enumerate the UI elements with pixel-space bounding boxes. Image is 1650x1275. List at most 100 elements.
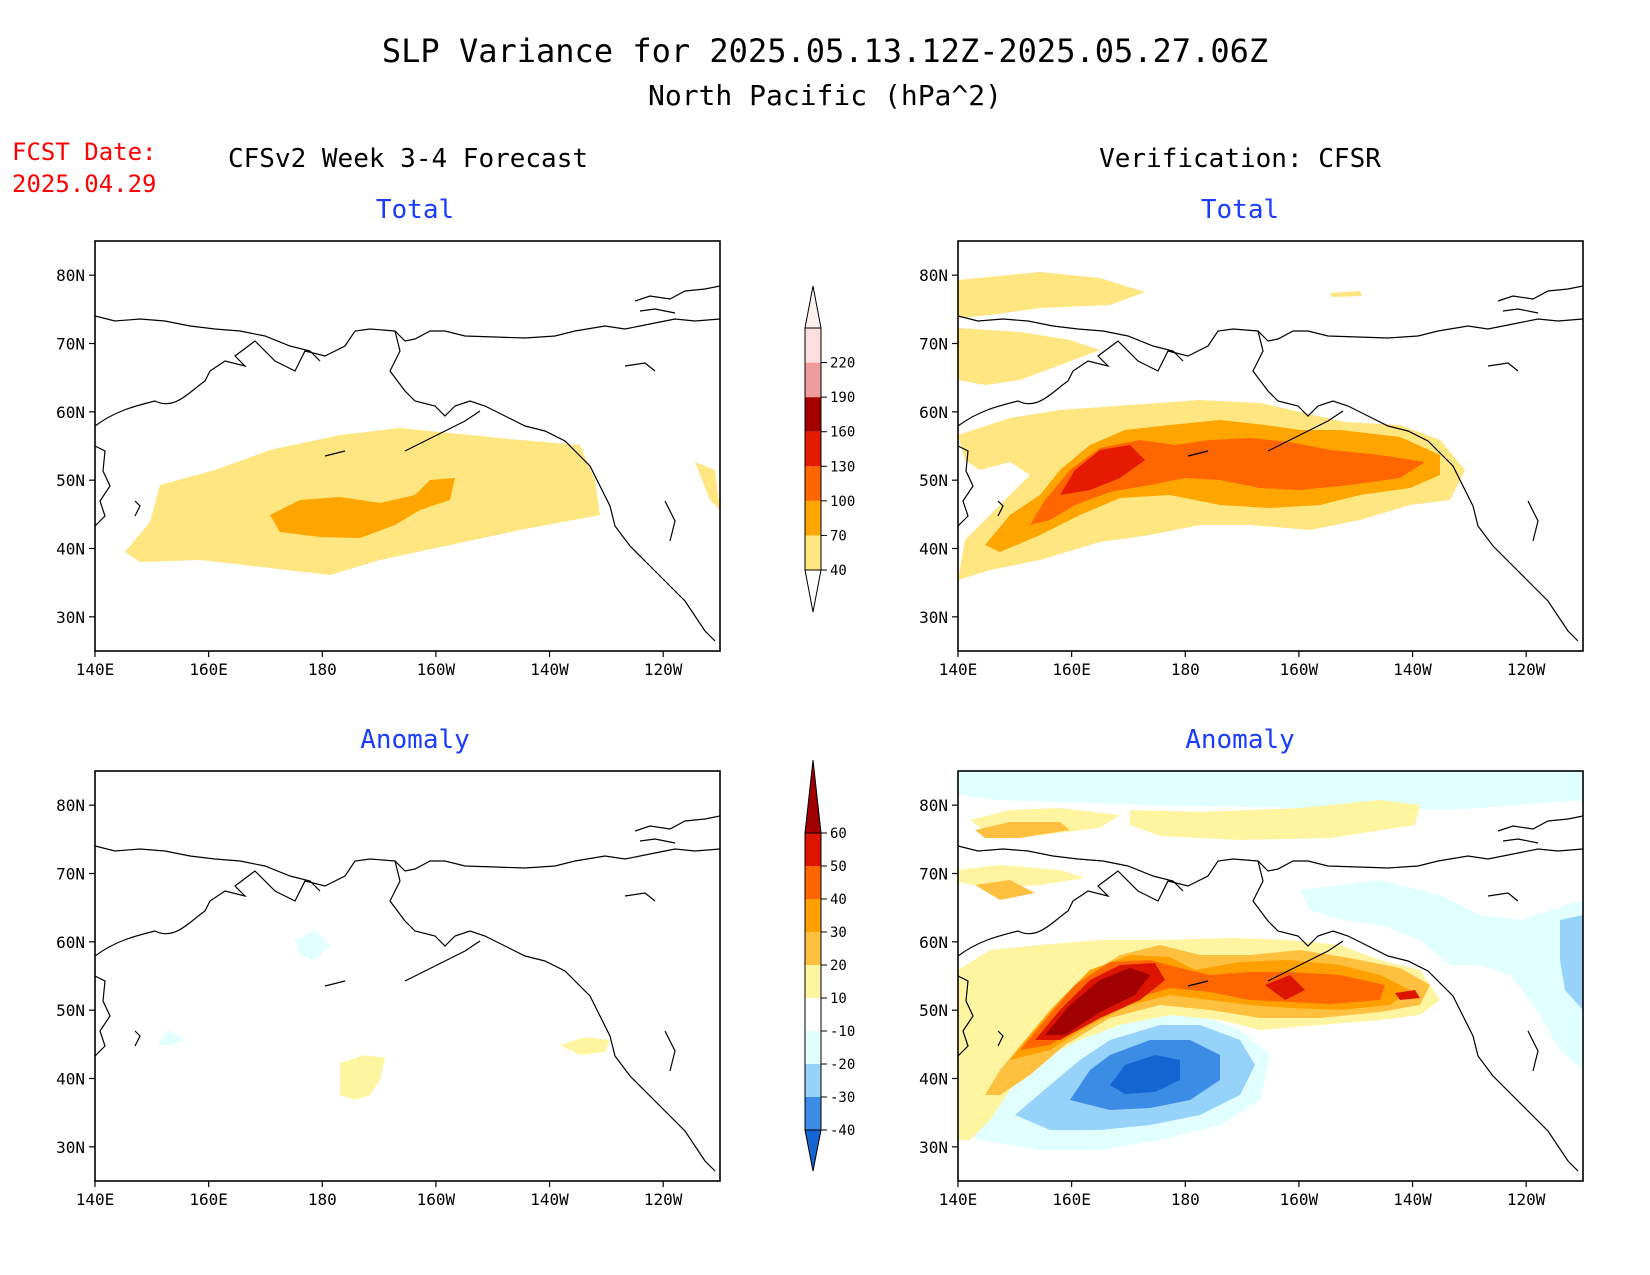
colorbar-anomaly: -40 -30 -20 -10 10 20 30 40 50 60 — [804, 759, 855, 1172]
contour-40 — [1330, 291, 1362, 297]
colorbar-total-label: 220 — [830, 356, 855, 372]
colorbar-anomaly-swatch — [805, 899, 821, 932]
lon-tick-label: 120W — [1507, 1190, 1546, 1209]
map-frame — [957, 240, 1584, 652]
lat-tick-label: 40N — [919, 540, 948, 559]
colorbar-total-label: 130 — [830, 459, 855, 475]
lat-tick-label: 40N — [56, 540, 85, 559]
map-frame — [94, 240, 721, 652]
lat-tick-label: 50N — [56, 1001, 85, 1020]
contour-40 — [958, 328, 1100, 385]
lat-tick-label: 50N — [56, 471, 85, 490]
colorbar-total-swatch — [805, 362, 821, 398]
lat-tick-label: 30N — [56, 1138, 85, 1157]
lat-tick-label: 70N — [56, 335, 85, 354]
contour-minus10 — [295, 930, 330, 960]
colorbar-anomaly-label: 50 — [830, 859, 847, 875]
contour-70 — [270, 478, 455, 538]
colorbar-anomaly-swatch — [805, 833, 821, 866]
lon-tick-label: 140W — [530, 1190, 569, 1209]
lon-tick-label: 180 — [308, 660, 337, 679]
lat-tick-label: 50N — [919, 1001, 948, 1020]
colorbar-total-label: 160 — [830, 425, 855, 441]
contour-50 — [1265, 975, 1305, 1000]
lon-tick-label: 120W — [644, 660, 683, 679]
lat-tick-label: 80N — [56, 266, 85, 285]
map-verif-anomaly — [957, 770, 1584, 1182]
colorbar-anomaly-swatch — [805, 1031, 821, 1064]
colorbar-anomaly-label: 10 — [830, 991, 847, 1007]
colorbar-total-label: 100 — [830, 494, 855, 510]
lon-tick-label: 160W — [417, 1190, 456, 1209]
lat-tick-label: 40N — [56, 1070, 85, 1089]
lat-tick-label: 60N — [56, 933, 85, 952]
contour-minus40 — [1110, 1055, 1180, 1094]
colorbar-total-swatch — [805, 397, 821, 432]
colorbar-anomaly-label: -40 — [830, 1123, 855, 1139]
contour-130 — [1060, 445, 1145, 495]
lat-tick-label: 60N — [919, 933, 948, 952]
contour-minus10 — [958, 771, 1583, 810]
map-fcst-anomaly — [94, 770, 721, 1182]
colorbar-anomaly-swatch — [805, 1064, 821, 1097]
lat-tick-label: 70N — [919, 335, 948, 354]
lon-tick-label: 160E — [1052, 1190, 1091, 1209]
colorbar-total-swatch — [805, 466, 821, 501]
colorbar-anomaly-swatch — [805, 998, 821, 1031]
colorbar-anomaly-swatch — [805, 1097, 821, 1130]
contour-10 — [958, 865, 1085, 888]
panel-title-verif-total: Total — [1201, 195, 1279, 225]
contour-minus20 — [1560, 915, 1583, 1010]
lon-tick-label: 160E — [1052, 660, 1091, 679]
panel-title-verif-anomaly: Anomaly — [1185, 725, 1295, 755]
lon-tick-label: 160W — [417, 660, 456, 679]
lon-tick-label: 160E — [189, 1190, 228, 1209]
lon-tick-label: 120W — [644, 1190, 683, 1209]
title-line2: North Pacific (hPa^2) — [648, 79, 1002, 112]
colorbar-total-label: 190 — [830, 390, 855, 406]
colorbar-anomaly-frame — [804, 832, 822, 1131]
lon-tick-label: 140E — [939, 1190, 978, 1209]
lat-tick-label: 60N — [56, 403, 85, 422]
contour-10 — [560, 1037, 610, 1055]
colorbar-anomaly-label: 40 — [830, 892, 847, 908]
lat-tick-label: 80N — [56, 796, 85, 815]
contour-10 — [1130, 800, 1420, 840]
lon-tick-label: 120W — [1507, 660, 1546, 679]
contour-40 — [958, 272, 1145, 318]
lon-tick-label: 140E — [76, 1190, 115, 1209]
colorbar-anomaly-swatch — [805, 866, 821, 899]
colorbar-total-swatch — [805, 431, 821, 467]
colorbar-anomaly-label: -10 — [830, 1024, 855, 1040]
colorbar-anomaly-label: 30 — [830, 925, 847, 941]
lat-tick-label: 80N — [919, 266, 948, 285]
lat-tick-label: 50N — [919, 471, 948, 490]
contour-20 — [975, 822, 1070, 838]
lat-tick-label: 30N — [919, 1138, 948, 1157]
map-frame — [957, 770, 1584, 1182]
colorbar-total-swatch — [805, 500, 821, 536]
contour-minus10 — [1300, 880, 1583, 1070]
lon-tick-label: 140W — [1393, 660, 1432, 679]
lon-tick-label: 180 — [308, 1190, 337, 1209]
contour-minus10 — [158, 1030, 185, 1045]
lat-tick-label: 30N — [56, 608, 85, 627]
colorbar-anomaly-label: -30 — [830, 1090, 855, 1106]
contour-40 — [695, 462, 720, 510]
title-line1: SLP Variance for 2025.05.13.12Z-2025.05.… — [382, 32, 1268, 70]
colorbar-anomaly-label: -20 — [830, 1057, 855, 1073]
lon-tick-label: 160W — [1280, 1190, 1319, 1209]
lat-tick-label: 70N — [56, 865, 85, 884]
contour-50 — [1395, 990, 1420, 1000]
colorbar-anomaly-top-arrow — [804, 759, 822, 834]
lat-tick-label: 80N — [919, 796, 948, 815]
lat-tick-label: 60N — [919, 403, 948, 422]
axes-layer: 140E 160E 180 160W 140W 120W 80N 70N 60N 50N 40N 30… — [56, 266, 1546, 1209]
lon-tick-label: 140E — [939, 660, 978, 679]
lon-tick-label: 180 — [1171, 660, 1200, 679]
lon-tick-label: 140W — [1393, 1190, 1432, 1209]
panel-title-fcst-anomaly: Anomaly — [360, 725, 470, 755]
colorbar-total-label: 40 — [830, 563, 847, 579]
colorbar-total-swatch — [805, 328, 821, 363]
